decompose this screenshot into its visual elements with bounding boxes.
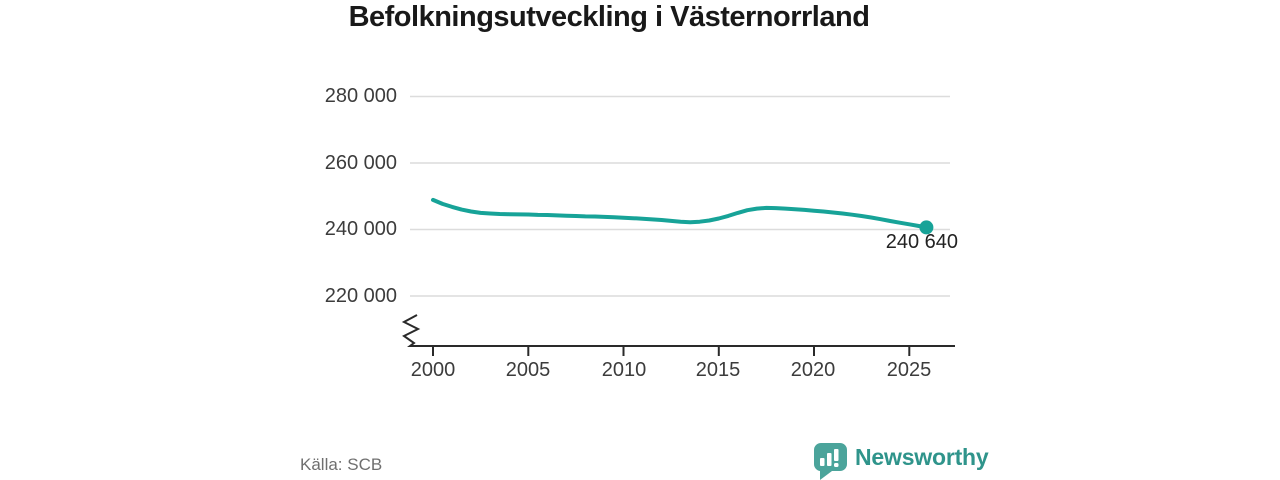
x-axis-ticks [432, 346, 911, 356]
newsworthy-wordmark: Newsworthy [855, 444, 989, 470]
newsworthy-logo-icon [813, 443, 847, 480]
gridlines [410, 95, 950, 297]
y-axis-tick-label: 240 000 [324, 218, 397, 240]
source-attribution: Källa: SCB [300, 455, 383, 474]
x-axis-line-with-break [401, 314, 955, 347]
x-axis-tick-label: 2000 [410, 359, 456, 381]
population-line [431, 197, 929, 230]
chart-title: Befolkningsutveckling i Västernorrland [348, 1, 870, 33]
x-axis-tick-label: 2005 [505, 359, 551, 381]
x-axis-tick-label: 2020 [790, 359, 836, 381]
y-axis-tick-label: 280 000 [324, 85, 397, 107]
x-axis-tick-label: 2015 [695, 359, 741, 381]
y-axis-tick-label: 260 000 [324, 152, 397, 174]
y-axis-tick-label: 220 000 [324, 285, 397, 307]
newsworthy-branding: Newsworthy [812, 442, 989, 480]
end-value-label: 240 640 [885, 231, 958, 253]
end-point-marker [919, 220, 934, 235]
x-axis-tick-label: 2025 [886, 359, 932, 381]
x-axis-tick-label: 2010 [601, 359, 647, 381]
